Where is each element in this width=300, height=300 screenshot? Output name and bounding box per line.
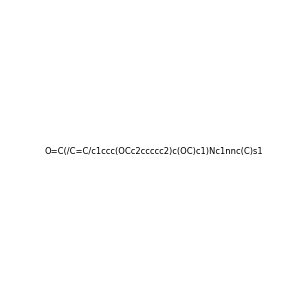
Text: O=C(/C=C/c1ccc(OCc2ccccc2)c(OC)c1)Nc1nnc(C)s1: O=C(/C=C/c1ccc(OCc2ccccc2)c(OC)c1)Nc1nnc… (44, 147, 263, 156)
